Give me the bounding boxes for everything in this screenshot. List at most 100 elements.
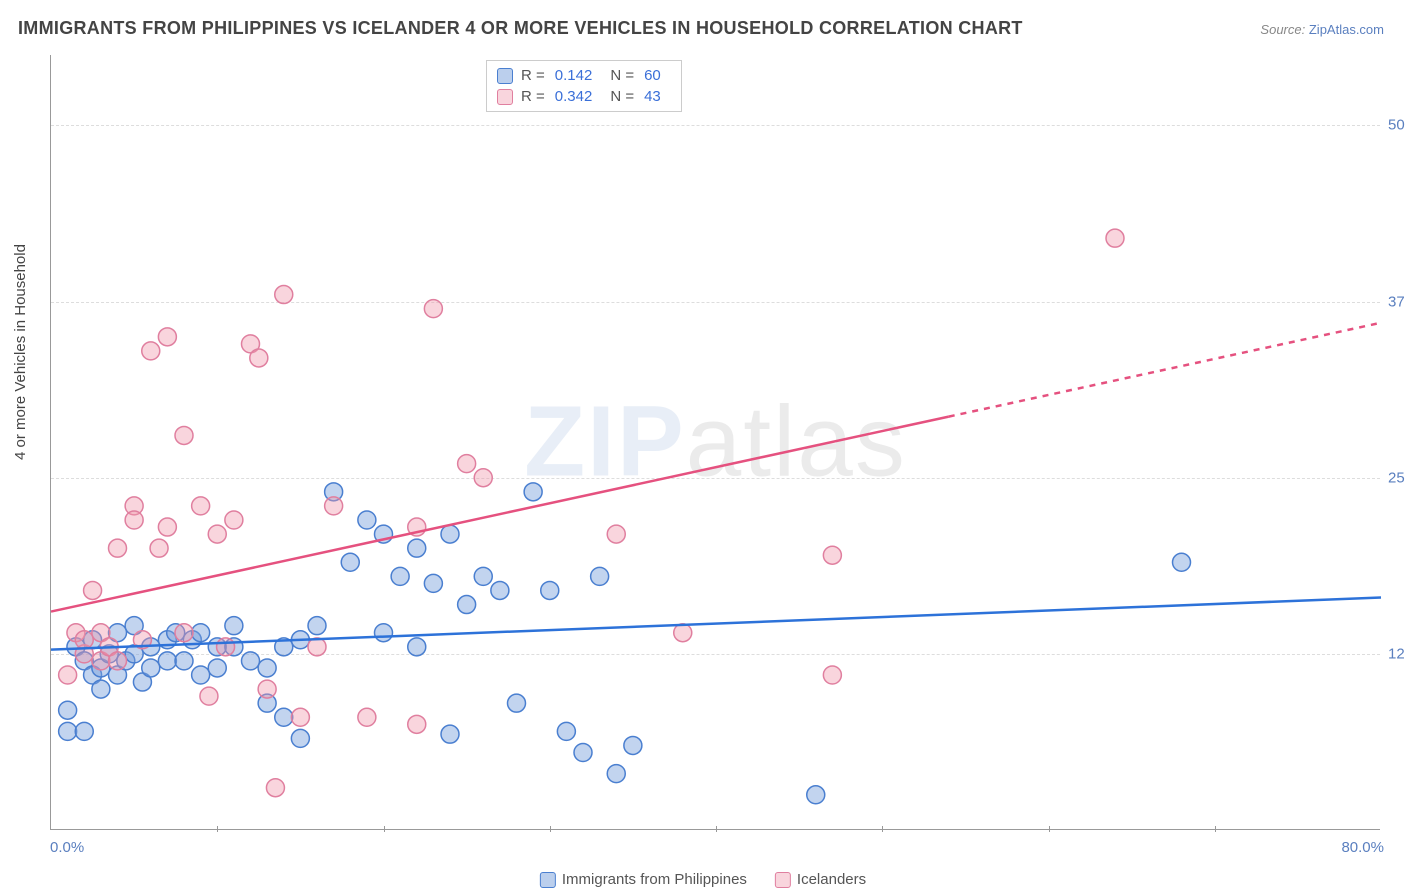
r-value-blue: 0.142	[555, 67, 593, 84]
legend-label-blue: Immigrants from Philippines	[562, 871, 747, 888]
scatter-point	[375, 624, 393, 642]
scatter-point	[408, 715, 426, 733]
legend-bottom: Immigrants from Philippines Icelanders	[540, 871, 866, 888]
scatter-point	[59, 722, 77, 740]
scatter-point	[458, 455, 476, 473]
scatter-point	[358, 511, 376, 529]
scatter-point	[84, 581, 102, 599]
scatter-point	[408, 539, 426, 557]
scatter-point	[200, 687, 218, 705]
scatter-point	[391, 567, 409, 585]
y-tick-label: 37.5%	[1388, 293, 1406, 310]
scatter-point	[458, 596, 476, 614]
scatter-point	[208, 659, 226, 677]
scatter-point	[674, 624, 692, 642]
swatch-blue	[540, 872, 556, 888]
scatter-point	[158, 652, 176, 670]
scatter-point	[225, 617, 243, 635]
scatter-point	[109, 539, 127, 557]
scatter-point	[258, 680, 276, 698]
scatter-point	[242, 652, 260, 670]
scatter-point	[250, 349, 268, 367]
legend-label-pink: Icelanders	[797, 871, 866, 888]
regression-line-dashed	[949, 323, 1381, 417]
n-label: N =	[610, 88, 634, 105]
scatter-point	[142, 342, 160, 360]
scatter-point	[266, 779, 284, 797]
swatch-blue	[497, 68, 513, 84]
scatter-point	[807, 786, 825, 804]
n-label: N =	[610, 67, 634, 84]
scatter-point	[424, 300, 442, 318]
scatter-point	[125, 511, 143, 529]
scatter-point	[291, 729, 309, 747]
scatter-point	[441, 525, 459, 543]
scatter-point	[1106, 229, 1124, 247]
swatch-pink	[497, 89, 513, 105]
scatter-point	[192, 497, 210, 515]
scatter-point	[607, 765, 625, 783]
scatter-point	[275, 286, 293, 304]
r-label: R =	[521, 88, 545, 105]
y-axis-label: 4 or more Vehicles in Household	[12, 244, 29, 460]
scatter-point	[158, 328, 176, 346]
scatter-point	[142, 659, 160, 677]
legend-item-blue: Immigrants from Philippines	[540, 871, 747, 888]
y-tick-label: 25.0%	[1388, 469, 1406, 486]
scatter-point	[1173, 553, 1191, 571]
scatter-point	[524, 483, 542, 501]
scatter-point	[175, 426, 193, 444]
source-attribution: Source: ZipAtlas.com	[1260, 22, 1384, 37]
scatter-point	[474, 469, 492, 487]
scatter-point	[258, 659, 276, 677]
scatter-point	[75, 631, 93, 649]
scatter-point	[92, 680, 110, 698]
scatter-point	[574, 744, 592, 762]
r-label: R =	[521, 67, 545, 84]
stats-legend-box: R = 0.142 N = 60 R = 0.342 N = 43	[486, 60, 682, 112]
scatter-point	[275, 708, 293, 726]
chart-plot-area: ZIPatlas R = 0.142 N = 60 R = 0.342 N = …	[50, 55, 1380, 830]
scatter-point	[291, 708, 309, 726]
x-axis-max-label: 80.0%	[1341, 839, 1384, 856]
scatter-point	[508, 694, 526, 712]
scatter-point	[217, 638, 235, 656]
scatter-point	[208, 525, 226, 543]
scatter-point	[408, 638, 426, 656]
scatter-point	[59, 666, 77, 684]
x-axis-min-label: 0.0%	[50, 839, 84, 856]
scatter-point	[325, 497, 343, 515]
chart-svg	[51, 55, 1380, 829]
scatter-point	[175, 652, 193, 670]
scatter-point	[557, 722, 575, 740]
scatter-point	[607, 525, 625, 543]
scatter-point	[59, 701, 77, 719]
scatter-point	[823, 546, 841, 564]
scatter-point	[591, 567, 609, 585]
scatter-point	[474, 567, 492, 585]
scatter-point	[424, 574, 442, 592]
scatter-point	[158, 518, 176, 536]
stats-row-blue: R = 0.142 N = 60	[497, 65, 671, 86]
scatter-point	[150, 539, 168, 557]
scatter-point	[192, 666, 210, 684]
scatter-point	[341, 553, 359, 571]
source-label: Source:	[1260, 22, 1305, 37]
y-tick-label: 12.5%	[1388, 645, 1406, 662]
scatter-point	[75, 722, 93, 740]
scatter-point	[823, 666, 841, 684]
swatch-pink	[775, 872, 791, 888]
r-value-pink: 0.342	[555, 88, 593, 105]
scatter-point	[175, 624, 193, 642]
scatter-point	[441, 725, 459, 743]
scatter-point	[225, 511, 243, 529]
scatter-point	[624, 736, 642, 754]
scatter-point	[308, 617, 326, 635]
y-tick-label: 50.0%	[1388, 117, 1406, 134]
page-title: IMMIGRANTS FROM PHILIPPINES VS ICELANDER…	[18, 18, 1023, 39]
regression-line	[51, 598, 1381, 650]
scatter-point	[109, 652, 127, 670]
stats-row-pink: R = 0.342 N = 43	[497, 86, 671, 107]
scatter-point	[491, 581, 509, 599]
scatter-point	[192, 624, 210, 642]
